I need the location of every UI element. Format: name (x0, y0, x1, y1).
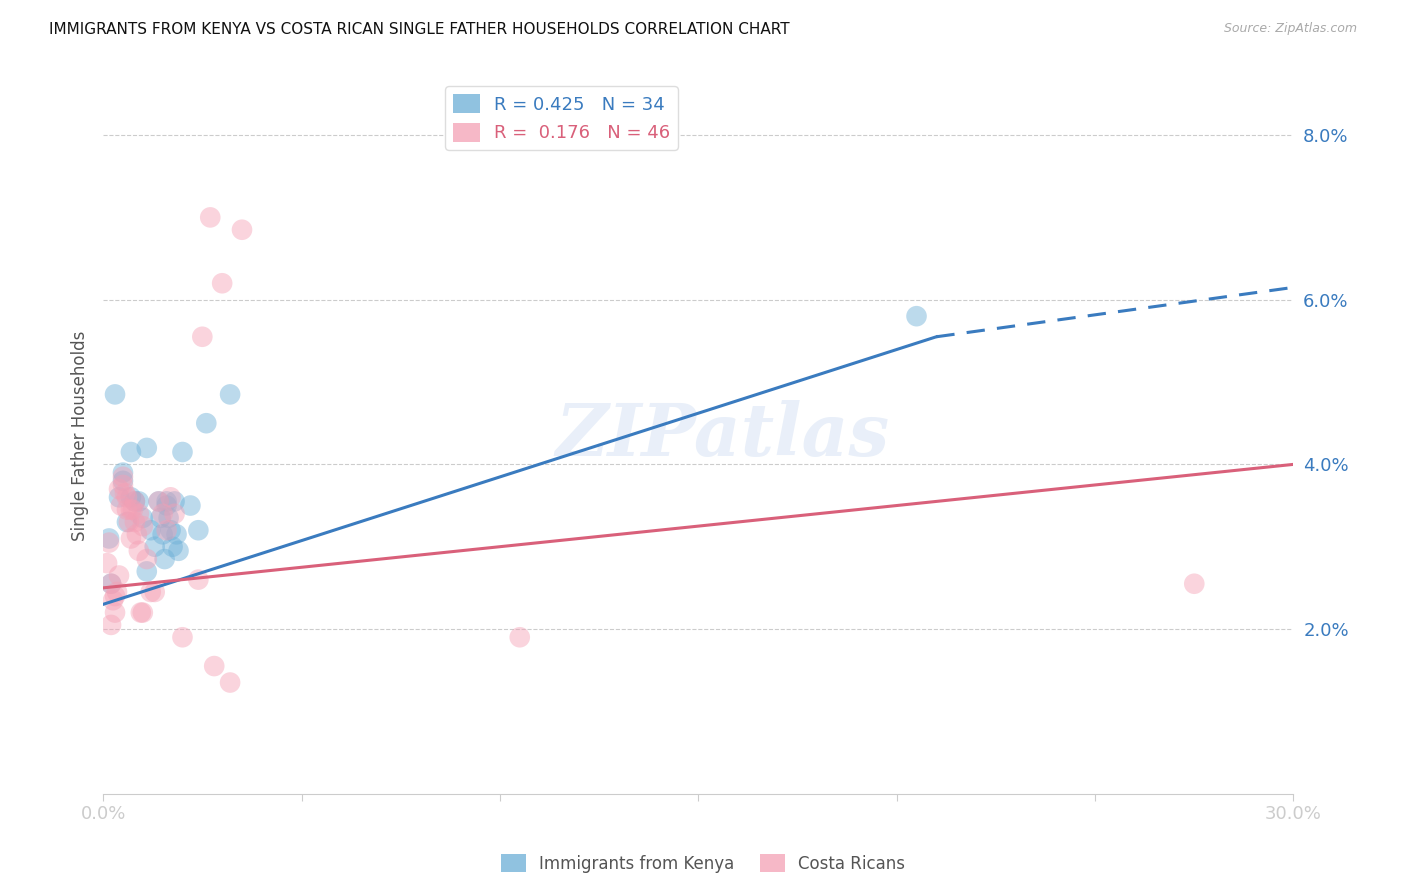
Point (111, 469, 134, 483)
Point (139, 585, 162, 599)
Point (132, 606, 155, 620)
Point (135, 565, 157, 579)
Point (156, 523, 179, 537)
Point (156, 499, 179, 513)
Point (125, 527, 148, 541)
Point (120, 491, 142, 505)
Text: IMMIGRANTS FROM KENYA VS COSTA RICAN SINGLE FATHER HOUSEHOLDS CORRELATION CHART: IMMIGRANTS FROM KENYA VS COSTA RICAN SIN… (49, 22, 790, 37)
Point (128, 494, 150, 508)
Point (187, 573, 209, 587)
Point (104, 387, 127, 401)
Point (148, 494, 170, 508)
Point (172, 445, 194, 459)
Point (120, 445, 142, 459)
Point (159, 491, 181, 505)
Point (115, 515, 138, 529)
Point (98, 535, 121, 549)
Point (129, 606, 152, 620)
Point (124, 515, 146, 529)
Point (120, 502, 142, 516)
Point (195, 416, 218, 430)
Point (108, 568, 131, 582)
Point (153, 552, 176, 566)
Point (122, 502, 145, 516)
Point (115, 491, 138, 505)
Point (128, 544, 150, 558)
Point (139, 523, 162, 537)
Point (905, 309, 928, 323)
Legend: Immigrants from Kenya, Costa Ricans: Immigrants from Kenya, Costa Ricans (495, 847, 911, 880)
Point (124, 494, 146, 508)
Point (219, 675, 242, 690)
Point (167, 544, 190, 558)
Point (152, 507, 174, 521)
Point (108, 491, 131, 505)
Point (108, 482, 131, 496)
Point (202, 659, 225, 673)
Point (132, 511, 155, 525)
Point (211, 277, 233, 291)
Point (100, 576, 122, 591)
Point (100, 618, 122, 632)
Point (120, 532, 142, 546)
Point (111, 474, 134, 488)
Point (156, 494, 179, 508)
Point (128, 507, 150, 521)
Point (111, 466, 134, 480)
Point (118, 515, 141, 529)
Point (1182, 576, 1205, 591)
Point (219, 387, 242, 401)
Point (143, 540, 166, 554)
Point (101, 593, 124, 607)
Point (163, 507, 186, 521)
Point (509, 630, 531, 644)
Point (96, 556, 118, 570)
Text: Source: ZipAtlas.com: Source: ZipAtlas.com (1223, 22, 1357, 36)
Point (231, 223, 253, 237)
Legend: R = 0.425   N = 34, R =  0.176   N = 46: R = 0.425 N = 34, R = 0.176 N = 46 (446, 87, 678, 150)
Point (179, 499, 201, 513)
Point (149, 511, 172, 525)
Text: ZIPatlas: ZIPatlas (555, 400, 889, 471)
Point (115, 502, 138, 516)
Point (135, 441, 157, 455)
Point (159, 523, 181, 537)
Point (111, 478, 134, 492)
Point (98, 532, 121, 546)
Point (157, 511, 180, 525)
Point (110, 499, 132, 513)
Point (104, 589, 127, 603)
Point (152, 527, 174, 541)
Point (191, 330, 214, 344)
Point (166, 527, 188, 541)
Point (172, 630, 194, 644)
Y-axis label: Single Father Households: Single Father Households (72, 330, 89, 541)
Point (163, 494, 186, 508)
Point (143, 585, 166, 599)
Point (200, 211, 222, 225)
Point (187, 523, 209, 537)
Point (104, 606, 127, 620)
Point (135, 552, 157, 566)
Point (105, 585, 128, 599)
Point (124, 494, 146, 508)
Point (114, 486, 136, 500)
Point (132, 519, 155, 533)
Point (162, 540, 184, 554)
Point (148, 494, 170, 508)
Point (100, 576, 122, 591)
